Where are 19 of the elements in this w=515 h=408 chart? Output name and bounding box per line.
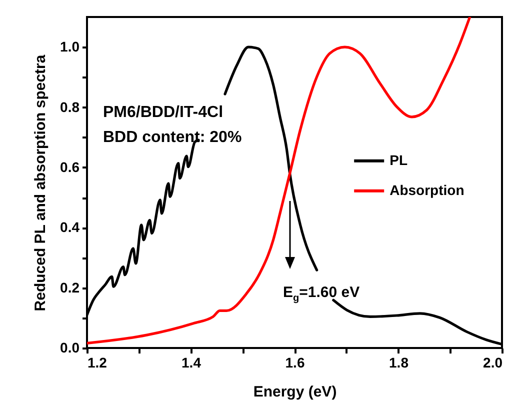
legend-label: Absorption: [390, 182, 464, 198]
y-tick-label: 0.6: [60, 158, 80, 175]
x-axis-title: Energy (eV): [253, 384, 337, 400]
y-axis-title: Reduced PL and absorption spectra: [32, 54, 50, 312]
x-tick-label: 1.4: [182, 354, 202, 370]
y-tick-label: 0.0: [60, 340, 80, 356]
annotation: E$_{g}$=1.60 eV: [283, 284, 360, 304]
x-tick-label: 1.2: [88, 354, 108, 370]
y-tick-label: 1.0: [60, 38, 80, 55]
legend-label: PL: [390, 152, 408, 168]
y-tick-label: 0.2: [60, 279, 80, 296]
annotation: PM6/BDD/IT-4Cl: [103, 104, 224, 121]
y-tick-label: 0.8: [60, 98, 80, 115]
x-tick-label: 1.8: [389, 354, 409, 370]
x-tick-label: 1.6: [285, 354, 305, 370]
annotation: BDD content: 20%: [103, 129, 242, 146]
y-tick-label: 0.4: [60, 219, 80, 236]
line-series: [87, 17, 472, 344]
x-tick-label: 2.0: [483, 354, 503, 370]
